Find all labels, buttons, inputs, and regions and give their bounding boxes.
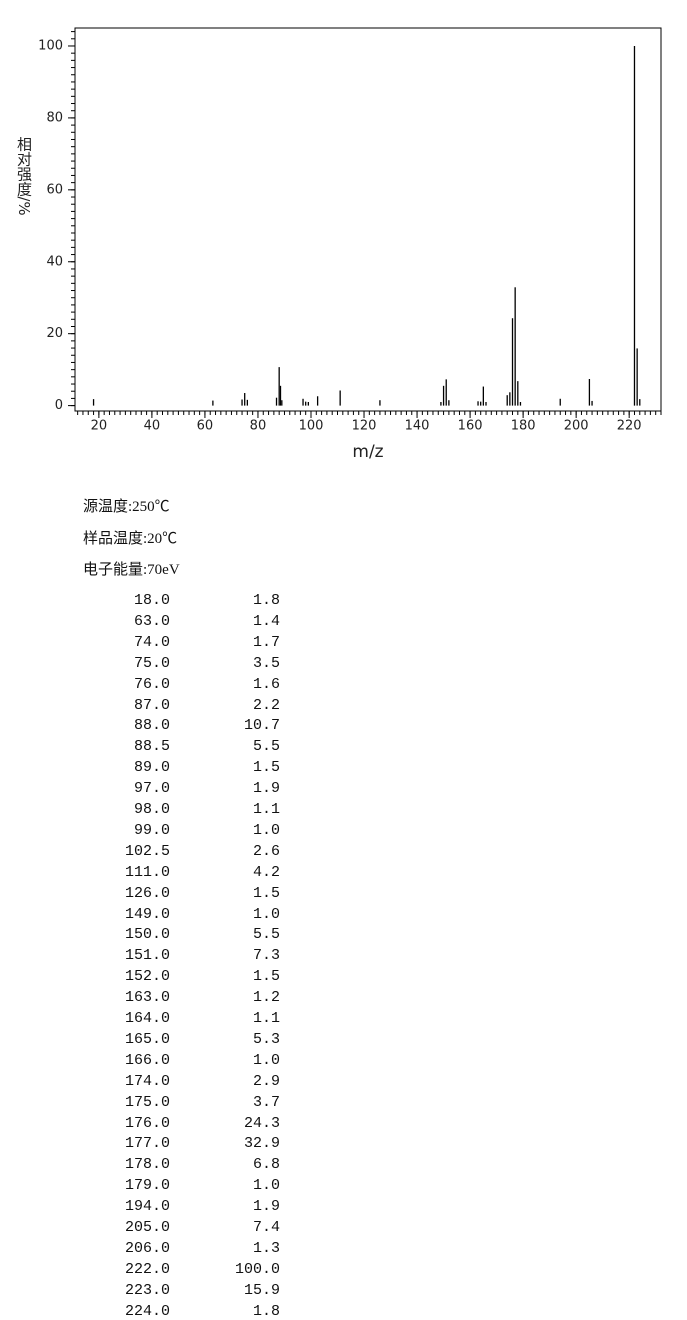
condition: 源温度:250℃ [83,499,170,515]
x-tick-label: 200 [564,419,589,434]
x-tick-label: 180 [511,419,536,434]
mz-cell: 89.0 [133,759,170,777]
mz-cell: 206.0 [124,1239,170,1257]
intensity-cell: 2.9 [252,1072,280,1090]
mz-cell: 178.0 [124,1156,170,1174]
y-tick-label: 40 [46,254,63,269]
intensity-cell: 1.3 [252,1239,280,1257]
intensity-cell: 1.6 [252,675,280,693]
intensity-cell: 6.8 [252,1156,280,1174]
mz-cell: 76.0 [133,675,170,693]
mz-cell: 88.0 [133,717,170,735]
intensity-cell: 3.7 [252,1093,280,1111]
mz-cell: 152.0 [124,968,170,986]
intensity-cell: 1.9 [252,780,280,798]
mz-cell: 99.0 [133,821,170,839]
mz-cell: 75.0 [133,654,170,672]
x-tick-label: 80 [250,419,267,434]
mz-cell: 164.0 [124,1010,170,1027]
intensity-cell: 32.9 [243,1135,280,1153]
intensity-cell: 1.4 [252,612,280,630]
y-tick-label: 100 [38,38,63,53]
mz-cell: 111.0 [124,863,170,881]
y-axis-label: 相对强度/% [15,136,33,215]
intensity-cell: 7.4 [252,1219,280,1236]
mz-cell: 18.0 [133,592,170,609]
mz-cell: 174.0 [124,1072,170,1090]
mz-cell: 126.0 [124,884,170,902]
intensity-cell: 5.5 [252,738,280,756]
y-tick-label: 20 [46,326,63,341]
intensity-cell: 1.0 [252,821,280,839]
mz-cell: 224.0 [124,1302,170,1320]
mz-cell: 166.0 [124,1051,170,1069]
x-tick-label: 120 [352,419,377,434]
mz-cell: 97.0 [133,780,170,798]
intensity-cell: 5.5 [252,926,280,944]
x-tick-label: 100 [299,419,324,434]
mz-cell: 194.0 [124,1198,170,1216]
intensity-cell: 1.1 [252,801,280,818]
x-axis-label: m/z [352,442,383,462]
mz-cell: 88.5 [133,738,170,756]
x-tick-label: 220 [617,419,642,434]
intensity-cell: 1.5 [252,968,280,986]
intensity-cell: 2.2 [252,696,280,714]
mz-cell: 222.0 [124,1260,170,1278]
intensity-cell: 3.5 [252,654,280,672]
mz-cell: 176.0 [124,1114,170,1132]
y-tick-label: 0 [55,398,63,413]
x-tick-label: 20 [91,419,108,434]
intensity-cell: 5.3 [252,1030,280,1048]
intensity-cell: 1.7 [252,633,280,651]
intensity-cell: 4.2 [252,863,280,881]
mz-cell: 102.5 [124,842,170,860]
intensity-cell: 2.6 [252,842,280,860]
mz-cell: 151.0 [124,947,170,965]
intensity-cell: 1.0 [252,1177,280,1195]
mz-cell: 98.0 [133,801,170,818]
intensity-cell: 1.0 [252,905,280,923]
condition: 样品温度:20℃ [83,530,178,547]
intensity-cell: 1.2 [252,989,280,1007]
intensity-cell: 1.8 [252,1302,280,1320]
x-tick-label: 140 [405,419,430,434]
intensity-cell: 7.3 [252,947,280,965]
mz-cell: 87.0 [133,696,170,714]
intensity-cell: 100.0 [234,1260,280,1278]
intensity-cell: 1.5 [252,884,280,902]
chart: m/z 相对强度/% 20 40 60 80 100 120 140 160 180 200 220… [15,27,662,462]
x-tick-label: 160 [458,419,483,434]
intensity-cell: 1.9 [252,1198,280,1216]
y-tick-label: 80 [46,110,63,125]
plot-frame [74,27,662,412]
condition: 电子能量:70eV [83,562,180,578]
x-tick-label: 60 [197,419,214,434]
intensity-cell: 10.7 [243,717,280,735]
mz-cell: 165.0 [124,1030,170,1048]
mz-cell: 175.0 [124,1093,170,1111]
mz-cell: 74.0 [133,633,170,651]
mz-cell: 150.0 [124,926,170,944]
mz-cell: 63.0 [133,612,170,630]
intensity-cell: 1.1 [252,1010,280,1027]
x-tick-label: 40 [144,419,161,434]
mz-cell: 177.0 [124,1135,170,1153]
intensity-cell: 1.8 [252,592,280,609]
y-tick-label: 60 [46,182,63,197]
intensity-cell: 1.0 [252,1051,280,1069]
mz-cell: 205.0 [124,1219,170,1236]
intensity-cell: 15.9 [243,1281,280,1299]
mz-cell: 163.0 [124,989,170,1007]
mz-cell: 149.0 [124,905,170,923]
mz-cell: 179.0 [124,1177,170,1195]
intensity-cell: 24.3 [243,1114,280,1132]
mz-cell: 223.0 [124,1281,170,1299]
intensity-cell: 1.5 [252,759,280,777]
